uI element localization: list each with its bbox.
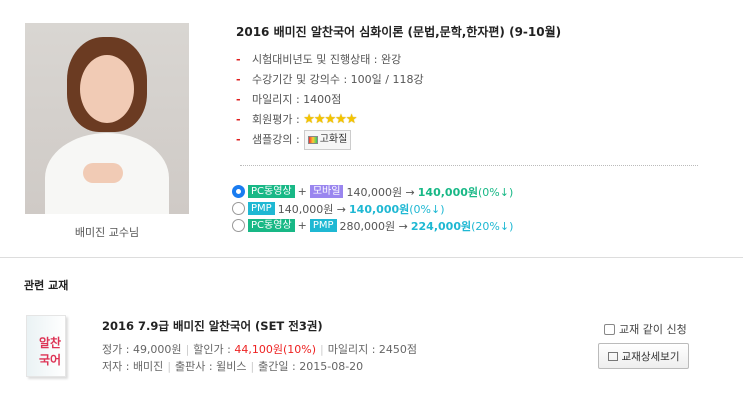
option-pc-pmp[interactable]: PC동영상 + PMP 280,000원 → 224,000원(20%↓) bbox=[232, 217, 513, 234]
tag-pmp: PMP bbox=[248, 202, 275, 215]
info-item: - 시험대비년도 및 진행상태 : 완강 bbox=[236, 53, 402, 66]
divider bbox=[240, 165, 698, 166]
star-rating-icon: ★★★★★ bbox=[303, 112, 357, 127]
radio-button[interactable] bbox=[232, 185, 245, 198]
sample-item: - 샘플강의 : 고화질 bbox=[236, 130, 424, 150]
info-item: - 수강기간 및 강의수 : 100일 / 118강 bbox=[236, 73, 424, 86]
instructor-photo bbox=[25, 23, 189, 214]
info-item: - 마일리지 : 1400점 bbox=[236, 93, 342, 106]
book-together-checkbox[interactable]: 교재 같이 신청 bbox=[604, 321, 687, 337]
book-title[interactable]: 2016 7.9급 배미진 알찬국어 (SET 전3권) bbox=[102, 319, 323, 333]
book-icon bbox=[607, 351, 618, 361]
tag-pc: PC동영상 bbox=[248, 185, 295, 198]
original-price: 140,000원 → bbox=[346, 185, 415, 199]
radio-button[interactable] bbox=[232, 219, 245, 232]
related-books-heading: 관련 교재 bbox=[24, 279, 69, 292]
sale-price: 140,000원 bbox=[417, 185, 479, 199]
book-meta-line: 저자 : 배미진 | 출판사 : 윌비스 | 출간일 : 2015-08-20 bbox=[102, 360, 364, 373]
checkbox[interactable] bbox=[604, 323, 615, 335]
sample-hd-button[interactable]: 고화질 bbox=[303, 130, 352, 150]
course-info: - 시험대비년도 및 진행상태 : 완강 - 수강기간 및 강의수 : 100일 /… bbox=[236, 50, 424, 150]
instructor-name: 배미진 교수님 bbox=[74, 226, 140, 239]
original-price: 280,000원 → bbox=[339, 219, 408, 233]
book-cover[interactable]: 알찬국어 bbox=[26, 315, 66, 377]
tag-mobile: 모바일 bbox=[309, 185, 344, 198]
book-price-line: 정가 : 49,000원 | 할인가 : 44,100원(10%) | 마일리지 : 2… bbox=[102, 343, 418, 356]
section-divider bbox=[0, 257, 743, 258]
tag-pc: PC동영상 bbox=[248, 219, 295, 232]
original-price: 140,000원 → bbox=[277, 202, 347, 216]
tag-pmp: PMP bbox=[309, 219, 337, 232]
option-pc-mobile[interactable]: PC동영상 + 모바일 140,000원 → 140,000원(0%↓) bbox=[232, 183, 513, 200]
course-title: 2016 배미진 알찬국어 심화이론 (문법,문학,한자편) (9-10월) bbox=[236, 25, 562, 39]
radio-button[interactable] bbox=[232, 202, 245, 215]
purchase-options: PC동영상 + 모바일 140,000원 → 140,000원(0%↓) PMP … bbox=[232, 183, 513, 234]
sale-price: 140,000원 bbox=[349, 202, 410, 216]
tv-icon bbox=[307, 136, 318, 144]
option-pmp[interactable]: PMP 140,000원 → 140,000원(0%↓) bbox=[232, 200, 513, 217]
sale-price: 224,000원 bbox=[410, 219, 472, 233]
book-detail-button[interactable]: 교재상세보기 bbox=[598, 343, 689, 369]
rating-item: - 회원평가 : ★★★★★ bbox=[236, 112, 357, 127]
